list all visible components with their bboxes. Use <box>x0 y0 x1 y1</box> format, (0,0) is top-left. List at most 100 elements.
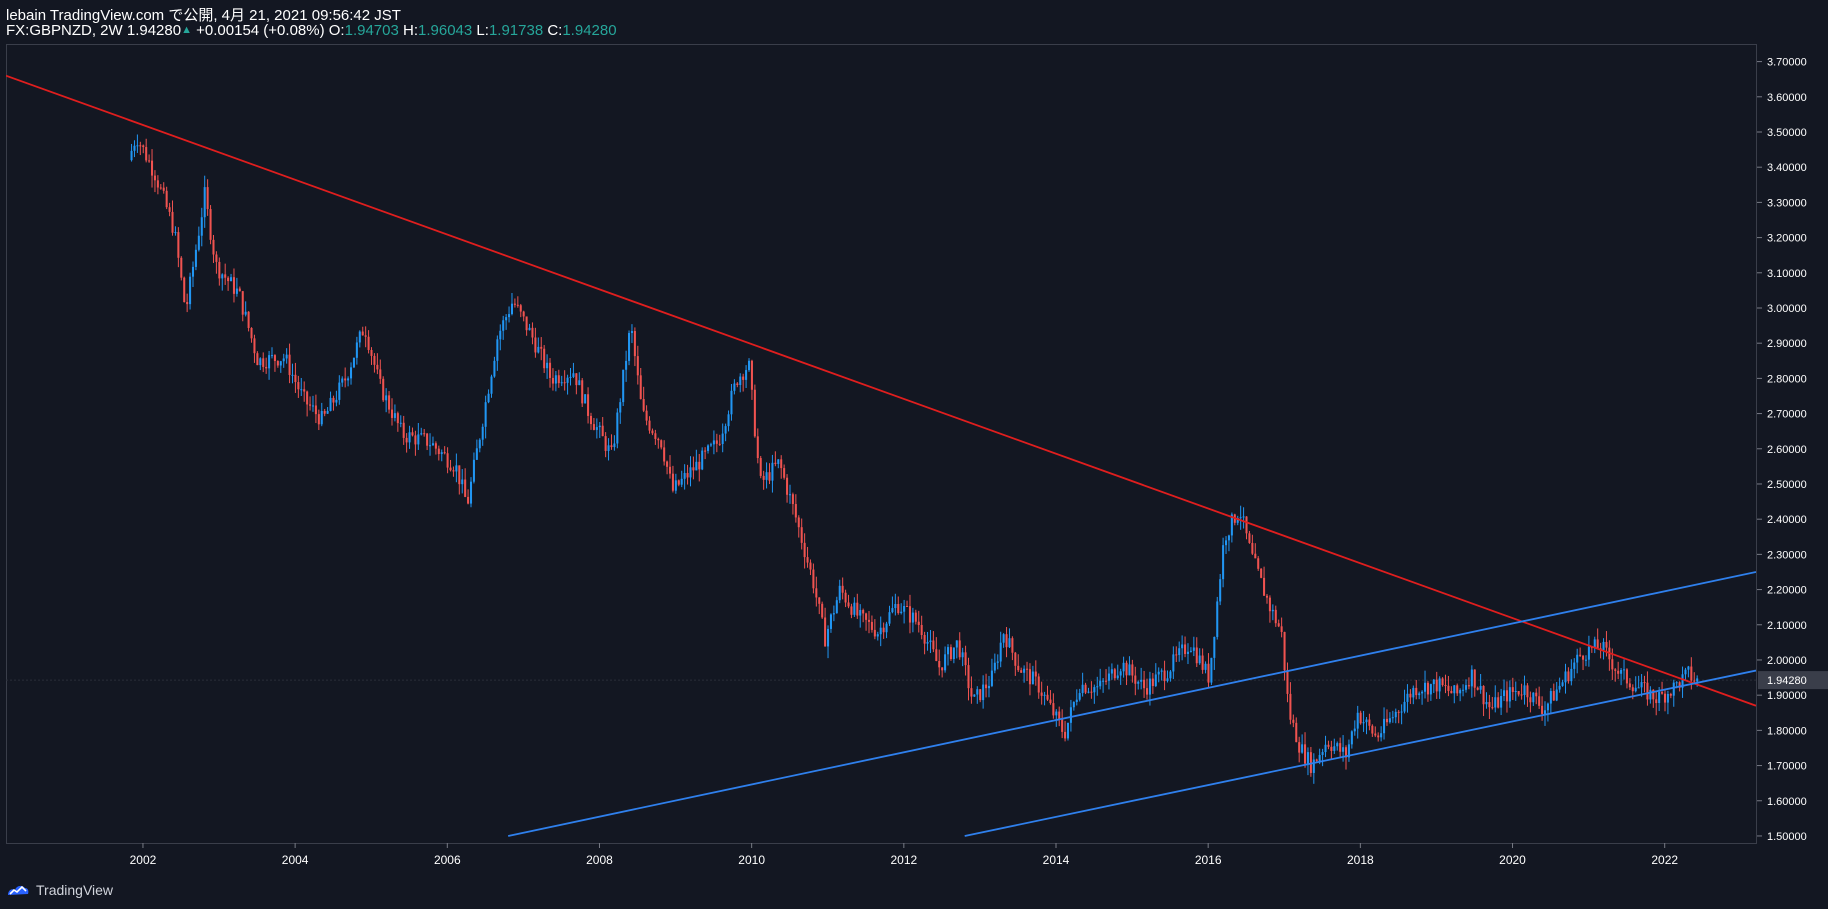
candle-body <box>1561 682 1564 686</box>
candle-body <box>1625 669 1628 684</box>
candle-body <box>402 422 405 438</box>
candle-body <box>1500 695 1503 708</box>
trendlines-layer <box>6 74 1756 837</box>
candle-body <box>1388 718 1391 723</box>
candle-body <box>1020 670 1023 673</box>
candle-body <box>1268 597 1271 612</box>
candle-body <box>1304 744 1307 764</box>
candle-body <box>364 335 367 337</box>
candle-body <box>604 436 607 451</box>
y-tick-label: 3.70000 <box>1767 57 1807 69</box>
candle-body <box>1508 687 1511 702</box>
candle-body <box>967 665 970 689</box>
candle-body <box>282 358 285 362</box>
trendline-channel-lower <box>964 669 1756 837</box>
x-tick-label: 2002 <box>130 853 157 867</box>
candle-body <box>1444 685 1447 687</box>
candle-body <box>1005 634 1008 648</box>
candle-body <box>516 304 519 306</box>
candle-body <box>1462 689 1465 691</box>
candle-body <box>1204 663 1207 670</box>
candle-body <box>241 291 244 315</box>
candle-body <box>537 346 540 353</box>
y-tick-label: 2.80000 <box>1767 373 1807 385</box>
candle-body <box>1219 579 1222 602</box>
candle-body <box>1579 654 1582 656</box>
candle-body <box>1587 646 1590 660</box>
candle-body <box>288 354 291 375</box>
tradingview-logo[interactable]: TradingView <box>6 882 113 898</box>
last-price-tag-label: 1.94280 <box>1767 675 1807 687</box>
chart-pane-border <box>6 44 1757 844</box>
candle-body <box>215 254 218 262</box>
candle-body <box>1116 675 1119 679</box>
candle-body <box>194 249 197 267</box>
candle-body <box>341 378 344 383</box>
y-tick-label: 3.00000 <box>1767 303 1807 315</box>
candle-body <box>1192 647 1195 651</box>
candle-body <box>162 187 165 191</box>
candle-body <box>701 450 704 470</box>
candle-body <box>1315 759 1318 761</box>
candle-body <box>1441 678 1444 686</box>
candle-body <box>1105 680 1108 682</box>
candle-body <box>677 480 680 485</box>
candle-body <box>742 376 745 380</box>
candle-body <box>718 443 721 445</box>
candle-body <box>777 459 780 464</box>
candle-body <box>212 239 215 255</box>
symbol-ohlc-line: FX:GBPNZD, 2W 1.94280▲ +0.00154 (+0.08%)… <box>6 22 617 39</box>
candle-body <box>1011 638 1014 653</box>
candle-body <box>522 311 525 317</box>
candle-body <box>1582 655 1585 660</box>
symbol-label[interactable]: FX:GBPNZD, 2W <box>6 22 123 39</box>
candle-body <box>174 232 177 234</box>
candle-body <box>1418 693 1421 696</box>
candle-body <box>1309 752 1312 773</box>
candle-body <box>1494 697 1497 708</box>
candle-body <box>262 358 265 367</box>
candle-body <box>1573 662 1576 669</box>
candle-body <box>405 437 408 443</box>
candle-body <box>1532 692 1535 703</box>
candle-body <box>326 410 329 414</box>
candle-body <box>1681 674 1684 688</box>
candle-body <box>838 585 841 601</box>
open-value: 1.94703 <box>344 22 399 39</box>
candle-body <box>938 660 941 668</box>
candle-body <box>625 360 628 370</box>
candle-body <box>347 378 350 381</box>
candle-body <box>300 389 303 391</box>
candle-body <box>232 277 235 294</box>
candle-body <box>1184 644 1187 654</box>
candle-body <box>870 621 873 630</box>
candle-body <box>338 382 341 400</box>
candle-body <box>1023 668 1026 673</box>
candle-body <box>1356 712 1359 729</box>
candle-body <box>1242 516 1245 518</box>
candle-body <box>1640 682 1643 688</box>
y-tick-label: 2.40000 <box>1767 514 1807 526</box>
candle-body <box>139 145 142 147</box>
candle-body <box>431 443 434 446</box>
candle-body <box>1649 689 1652 700</box>
price-chart[interactable]: 1.50000 1.60000 1.70000 1.80000 1.90000 2.000… <box>0 0 1828 878</box>
candle-body <box>1617 670 1620 674</box>
candle-body <box>628 333 631 361</box>
candle-body <box>367 336 370 350</box>
candle-body <box>1383 718 1386 734</box>
candle-body <box>1374 733 1377 736</box>
candle-body <box>879 627 882 635</box>
candle-body <box>607 445 610 451</box>
candle-body <box>680 478 683 485</box>
candle-body <box>715 440 718 444</box>
x-tick-label: 2004 <box>282 853 309 867</box>
y-tick-label: 2.50000 <box>1767 479 1807 491</box>
high-value: 1.96043 <box>418 22 473 39</box>
candle-body <box>908 606 911 623</box>
candle-body <box>352 357 355 368</box>
candle-body <box>1263 577 1266 596</box>
candle-body <box>859 610 862 616</box>
candle-body <box>1002 634 1005 643</box>
candle-body <box>633 331 636 357</box>
